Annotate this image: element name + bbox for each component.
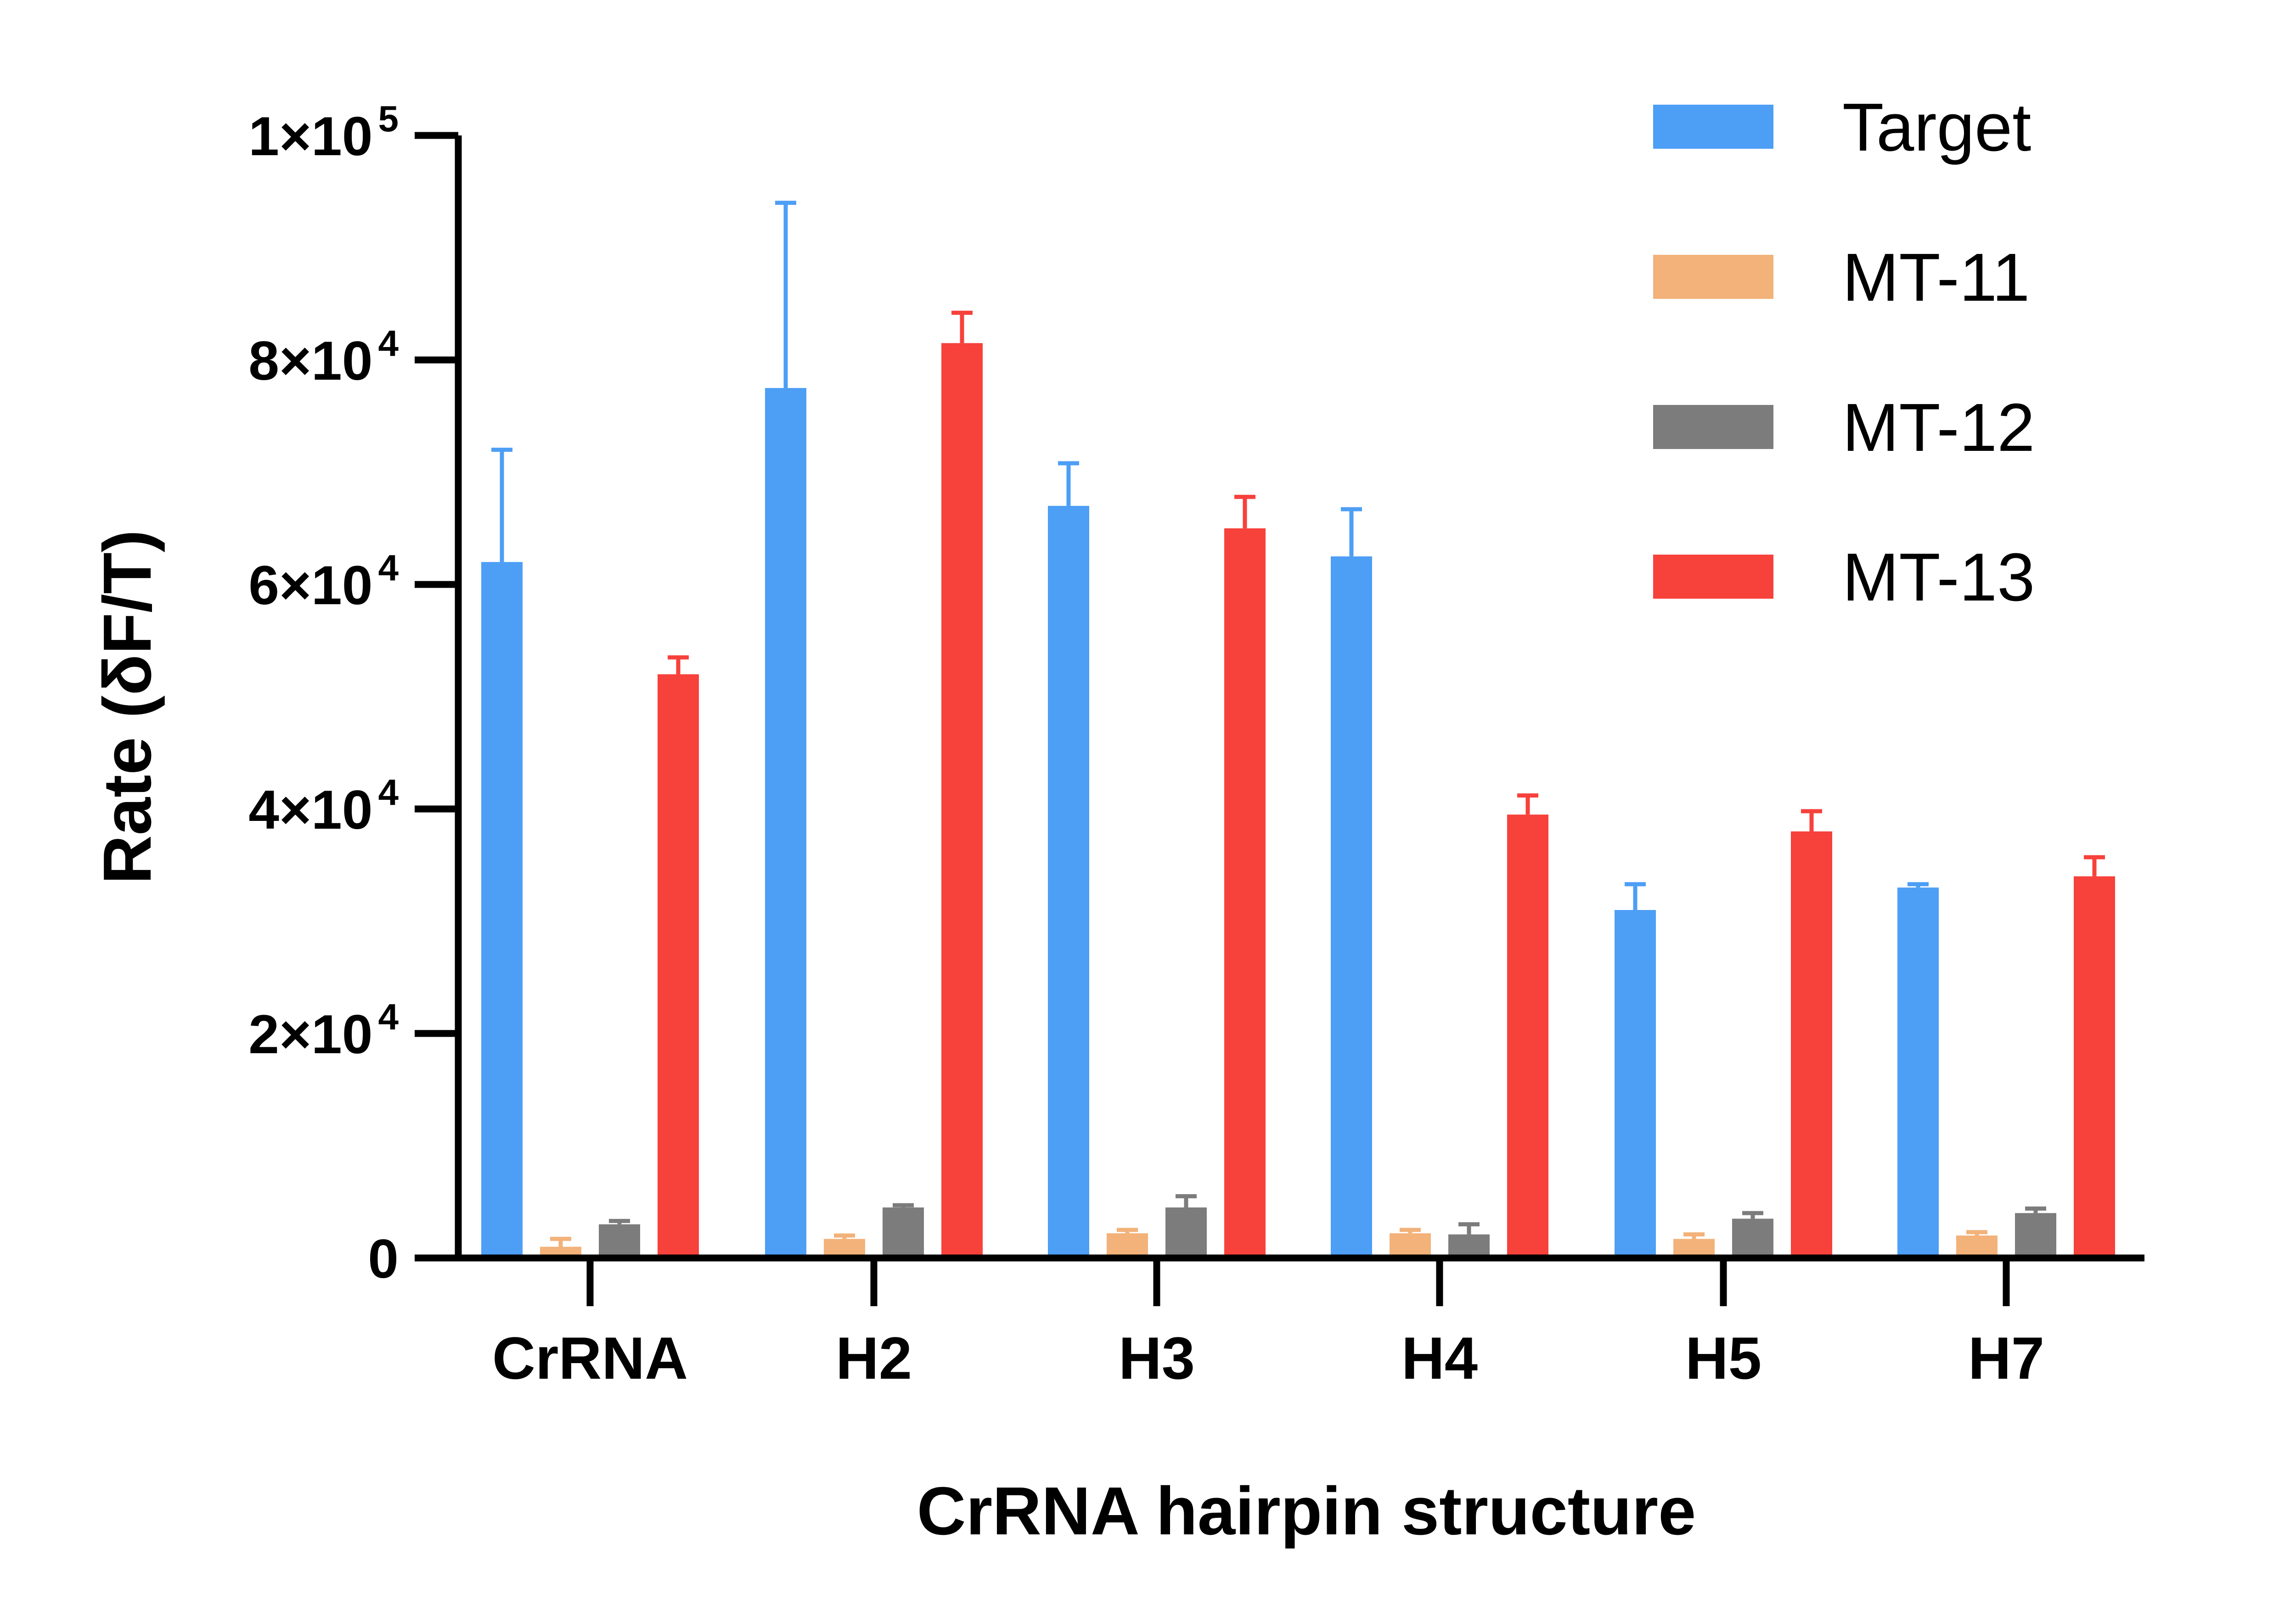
error-bar-mt-12-h2 — [893, 1203, 914, 1207]
legend-label: Target — [1842, 90, 2031, 165]
error-bar-mt-11-h5 — [1683, 1232, 1705, 1239]
x-category-label: H7 — [1968, 1325, 2044, 1392]
bar-mt-12-h3 — [1165, 1207, 1207, 1258]
bar-mt-12-h5 — [1732, 1218, 1773, 1258]
legend-item-mt-13: MT-13 — [1653, 539, 2035, 615]
x-category-label: H2 — [836, 1325, 912, 1392]
bar-target-h5 — [1615, 910, 1656, 1258]
x-category-label: H5 — [1685, 1325, 1761, 1392]
legend-swatch — [1653, 555, 1773, 599]
x-category-label: CrRNA — [492, 1325, 688, 1392]
bar-mt-13-h4 — [1507, 814, 1548, 1258]
bar-target-h7 — [1897, 887, 1939, 1258]
bar-mt-12-h2 — [883, 1207, 924, 1258]
error-bar-target-h7 — [1908, 882, 1929, 888]
error-bar-mt-12-h7 — [2025, 1206, 2046, 1213]
y-ticks: 0 2×10 4 4×10 4 6×10 4 8×10 4 1×10 5 — [248, 98, 458, 1290]
bar-mt-12-crrna — [599, 1224, 640, 1258]
bar-mt-13-h7 — [2074, 876, 2115, 1258]
error-bar-mt-11-h3 — [1117, 1228, 1138, 1234]
x-axis-title: CrRNA hairpin structure — [917, 1473, 1696, 1549]
error-bar-mt-13-h2 — [951, 310, 973, 343]
error-bar-mt-13-h7 — [2084, 855, 2105, 876]
y-tick-label: 1×10 5 — [248, 98, 399, 167]
error-bar-mt-11-h4 — [1400, 1228, 1421, 1234]
error-bar-mt-12-h4 — [1458, 1222, 1480, 1235]
bar-mt-13-crrna — [658, 674, 699, 1258]
x-category-label: H4 — [1401, 1325, 1478, 1392]
x-category-label: H3 — [1119, 1325, 1195, 1392]
error-bar-target-h4 — [1341, 507, 1362, 556]
y-tick-label: 0 — [368, 1228, 399, 1290]
bar-mt-13-h2 — [941, 343, 983, 1258]
y-axis-title: Rate (δF/T) — [90, 530, 165, 884]
y-tick-label: 8×10 4 — [248, 323, 399, 392]
bar-target-h4 — [1331, 556, 1372, 1258]
y-tick-label: 6×10 4 — [248, 547, 399, 616]
error-bar-mt-12-crrna — [609, 1218, 630, 1224]
error-bar-mt-13-h5 — [1801, 809, 1822, 831]
bar-mt-11-h3 — [1107, 1233, 1148, 1258]
error-bar-mt-11-h7 — [1966, 1230, 1987, 1236]
legend-item-target: Target — [1653, 90, 2031, 165]
error-bar-mt-11-h2 — [834, 1233, 855, 1239]
legend-item-mt-12: MT-12 — [1653, 390, 2035, 466]
bar-mt-13-h3 — [1224, 528, 1266, 1258]
error-bar-target-h5 — [1625, 882, 1646, 910]
bar-mt-13-h5 — [1791, 831, 1832, 1258]
bar-target-crrna — [481, 562, 523, 1258]
legend-label: MT-13 — [1842, 539, 2035, 615]
bar-target-h2 — [765, 388, 806, 1258]
legend-label: MT-11 — [1842, 240, 2030, 315]
error-bar-mt-12-h5 — [1742, 1211, 1763, 1219]
x-category-labels: CrRNA H2 H3 H4 H5 H7 — [492, 1258, 2044, 1392]
error-bar-target-h3 — [1058, 461, 1079, 506]
y-tick-label: 4×10 4 — [248, 772, 399, 841]
y-tick-label: 2×10 4 — [248, 996, 399, 1065]
bar-mt-12-h7 — [2015, 1213, 2056, 1258]
legend: Target MT-11 MT-12 MT-13 — [1653, 90, 2035, 615]
error-bar-mt-13-crrna — [668, 655, 689, 674]
legend-item-mt-11: MT-11 — [1653, 240, 2030, 315]
legend-swatch — [1653, 255, 1773, 299]
error-bar-mt-12-h3 — [1176, 1194, 1197, 1207]
bar-mt-12-h4 — [1448, 1234, 1490, 1258]
error-bar-target-h2 — [775, 201, 796, 388]
error-bar-mt-11-crrna — [550, 1236, 571, 1247]
bar-target-h3 — [1048, 505, 1089, 1258]
error-bar-mt-13-h3 — [1234, 494, 1255, 528]
bar-mt-11-h4 — [1390, 1233, 1431, 1258]
bars-layer — [481, 201, 2115, 1258]
legend-swatch — [1653, 405, 1773, 449]
error-bar-target-crrna — [491, 448, 512, 562]
error-bar-mt-13-h4 — [1517, 793, 1538, 815]
axes-layer — [416, 135, 2144, 1262]
legend-label: MT-12 — [1842, 390, 2035, 466]
legend-swatch — [1653, 105, 1773, 149]
bar-mt-11-h7 — [1956, 1235, 1998, 1258]
